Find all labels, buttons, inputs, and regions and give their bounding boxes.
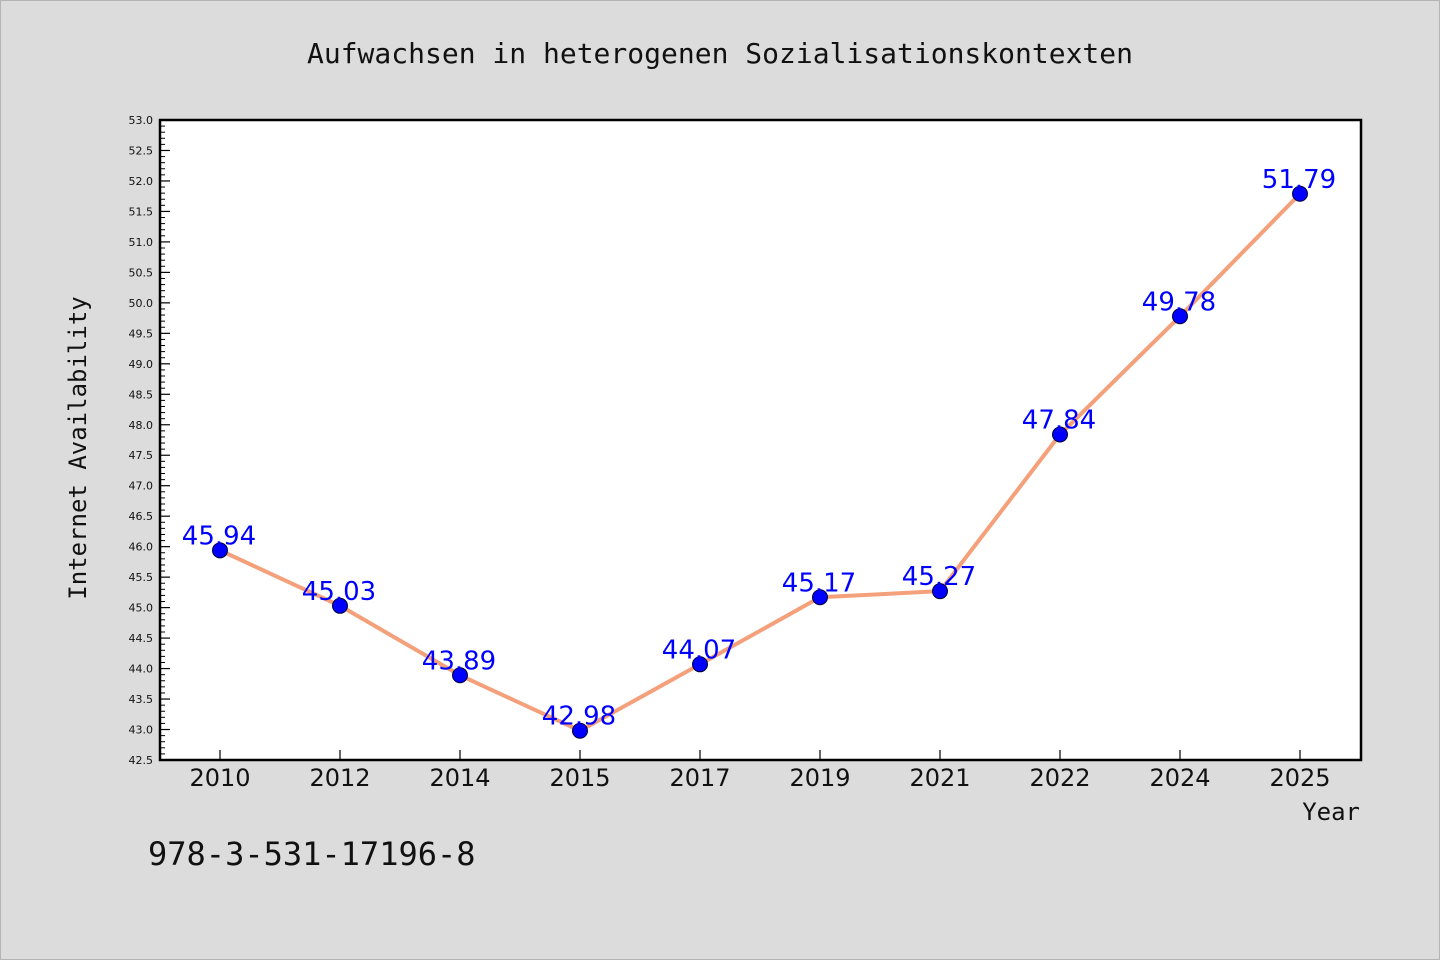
x-tick-label: 2019 xyxy=(789,764,850,792)
y-tick-label: 47.5 xyxy=(129,449,154,462)
data-label: 42.98 xyxy=(542,702,616,732)
plot-area xyxy=(158,118,1363,762)
x-tick-label: 2010 xyxy=(189,764,250,792)
y-tick-label: 50.0 xyxy=(129,297,154,310)
y-tick-label: 51.0 xyxy=(129,236,154,249)
isbn-annotation: 978-3-531-17196-8 xyxy=(148,835,476,873)
data-point xyxy=(812,589,828,606)
data-point xyxy=(1292,185,1308,202)
y-tick-label: 52.5 xyxy=(129,144,154,157)
y-tick-label: 46.5 xyxy=(129,510,154,523)
data-label: 51.79 xyxy=(1262,165,1336,195)
data-point xyxy=(692,656,708,673)
series-layer xyxy=(212,185,1308,739)
y-tick-label: 47.0 xyxy=(129,480,154,493)
y-tick-label: 43.0 xyxy=(129,724,154,737)
y-axis-label: Internet Availability xyxy=(64,296,92,599)
y-tick-label: 44.5 xyxy=(129,632,154,645)
x-tick-label: 2021 xyxy=(909,764,970,792)
data-label: 47.84 xyxy=(1022,406,1096,436)
x-tick-label: 2025 xyxy=(1269,764,1330,792)
data-point xyxy=(212,542,228,559)
y-tick-label: 46.0 xyxy=(129,541,154,554)
data-point xyxy=(452,667,468,684)
x-axis-label: Year xyxy=(1302,798,1360,826)
y-tick-label: 45.0 xyxy=(129,602,154,615)
x-axis: 2010 2012 2014 2015 2017 2019 2021 2022 2024 2025 xyxy=(189,750,1331,792)
data-label: 45.27 xyxy=(902,562,976,592)
y-tick-label: 43.5 xyxy=(129,693,154,706)
x-tick-label: 2015 xyxy=(549,764,610,792)
x-tick-label: 2014 xyxy=(429,764,490,792)
data-label: 45.17 xyxy=(782,568,856,598)
data-point xyxy=(572,722,588,739)
x-tick-label: 2017 xyxy=(669,764,730,792)
data-label: 43.89 xyxy=(422,646,496,676)
y-axis: 42.5 43.0 43.5 44.0 44.5 45.0 45.5 46.0 46.5 47.0… xyxy=(129,114,170,767)
x-tick-label: 2022 xyxy=(1029,764,1090,792)
data-label: 49.78 xyxy=(1142,287,1216,317)
x-tick-label: 2024 xyxy=(1149,764,1210,792)
data-labels: 45.94 45.03 43.89 42.98 44.07 45.17 45.27 47.84… xyxy=(182,165,1336,732)
y-tick-label: 49.5 xyxy=(129,327,154,340)
x-tick-label: 2012 xyxy=(309,764,370,792)
data-point xyxy=(332,597,348,614)
chart-title: Aufwachsen in heterogenen Sozialisations… xyxy=(307,37,1133,70)
data-point xyxy=(932,583,948,600)
y-tick-label: 42.5 xyxy=(129,754,154,767)
y-tick-label: 51.5 xyxy=(129,205,154,218)
y-tick-label: 53.0 xyxy=(129,114,154,127)
data-label: 44.07 xyxy=(662,635,736,665)
y-tick-label: 45.5 xyxy=(129,571,154,584)
series-line xyxy=(218,191,1302,733)
data-label: 45.94 xyxy=(182,521,256,551)
data-label: 45.03 xyxy=(302,577,376,607)
y-tick-label: 52.0 xyxy=(129,175,154,188)
y-tick-label: 48.5 xyxy=(129,388,154,401)
y-tick-label: 44.0 xyxy=(129,663,154,676)
y-tick-label: 49.0 xyxy=(129,358,154,371)
data-point xyxy=(1172,308,1188,325)
data-point xyxy=(1052,426,1068,443)
y-tick-label: 48.0 xyxy=(129,419,154,432)
y-tick-label: 50.5 xyxy=(129,266,154,279)
